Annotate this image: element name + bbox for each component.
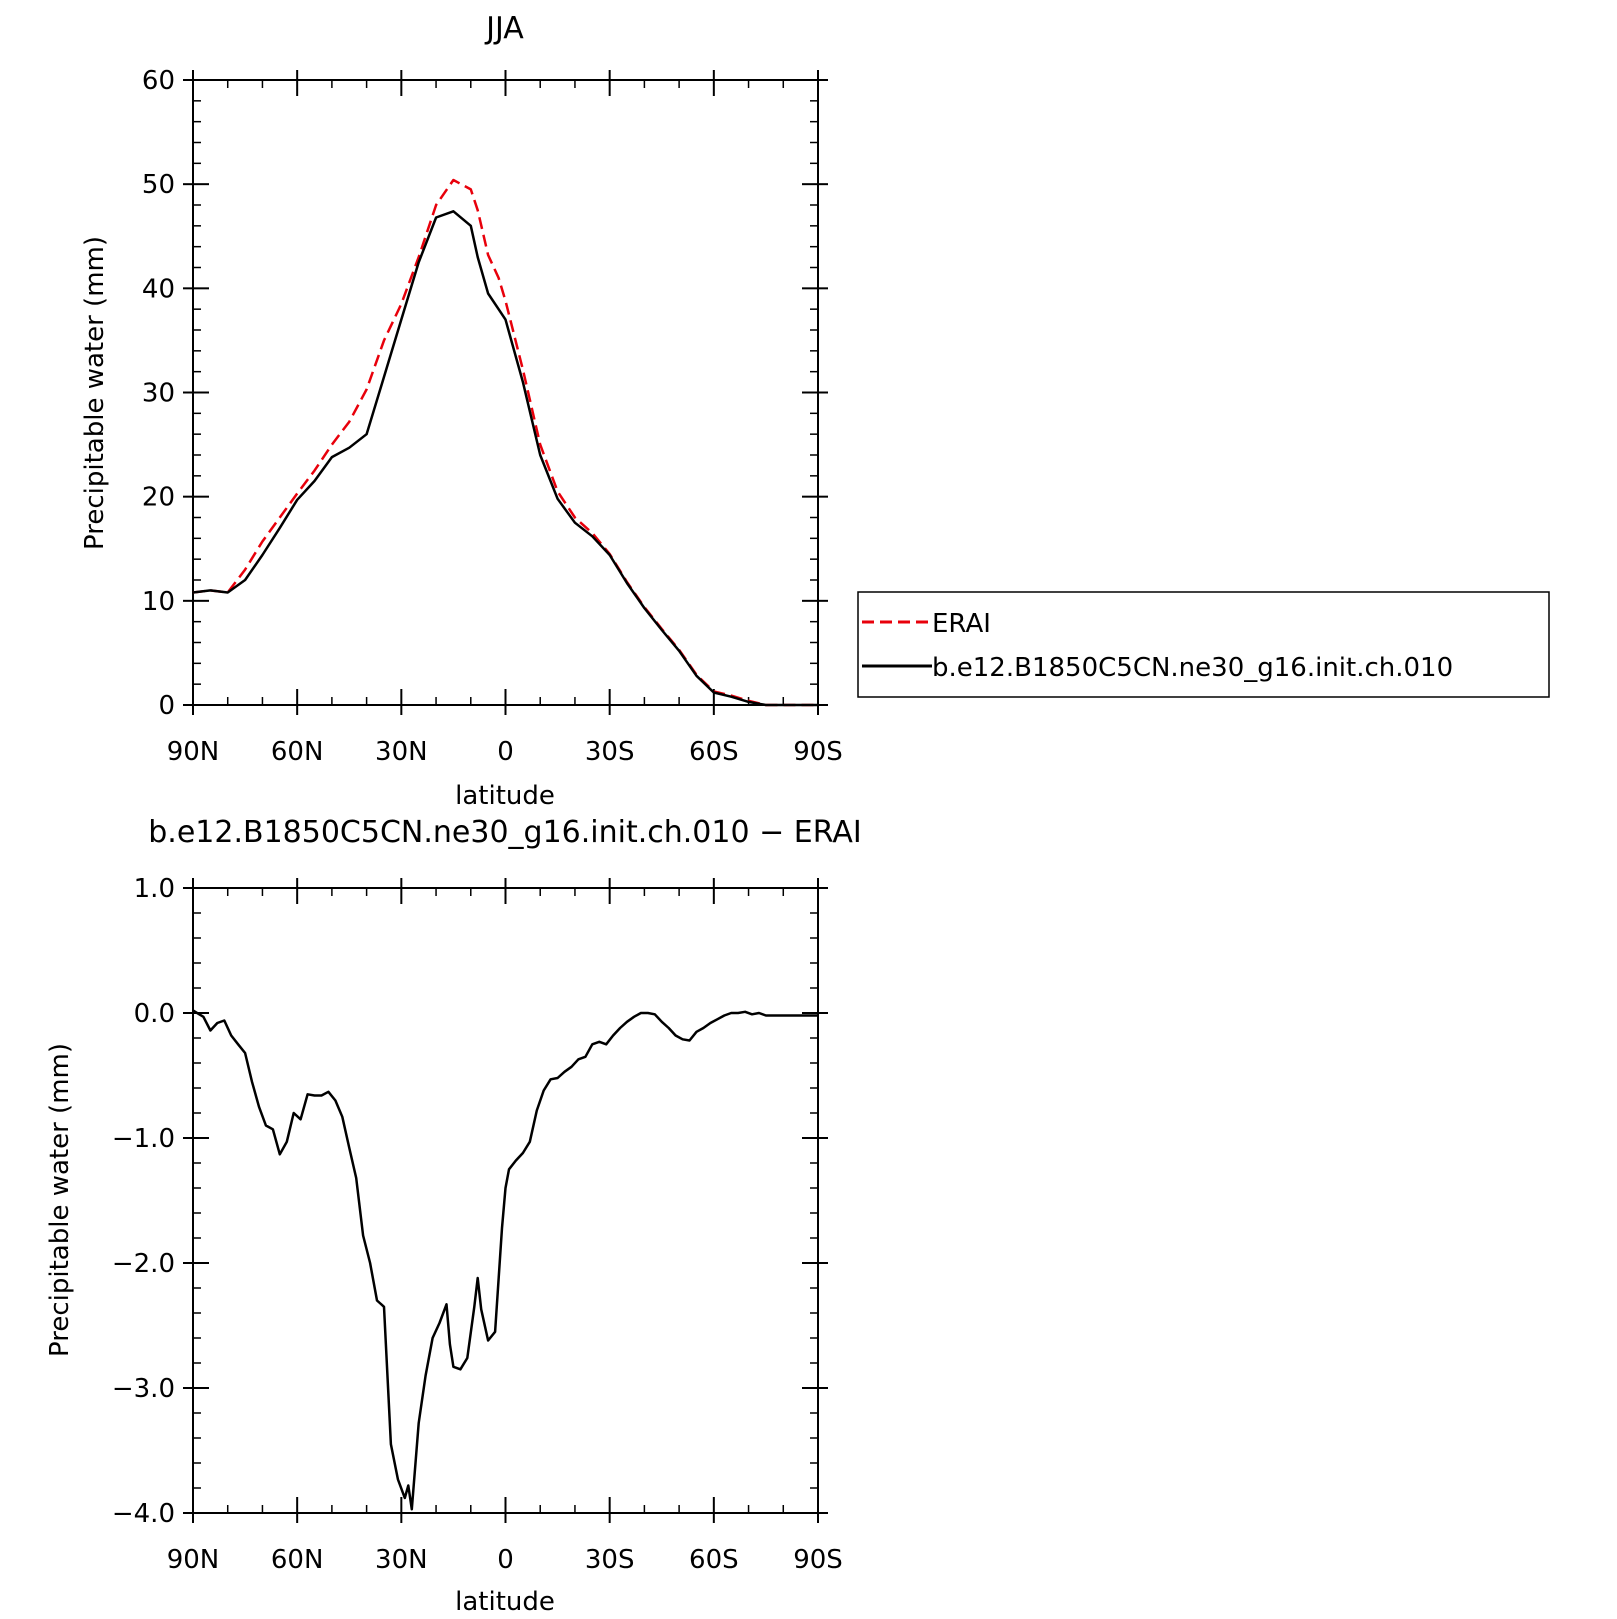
x-tick-label: 90N <box>167 737 220 767</box>
y-tick-label: 10 <box>142 587 175 617</box>
x-tick-label: 0 <box>497 1545 514 1575</box>
top-plot-frame <box>192 79 819 706</box>
bottom-chart-panel: b.e12.B1850C5CN.ne30_g16.init.ch.010 − E… <box>45 815 862 1617</box>
bottom-chart-title: b.e12.B1850C5CN.ne30_g16.init.ch.010 − E… <box>148 815 861 850</box>
y-tick-label: 40 <box>142 274 175 304</box>
bottom-axis-ticks <box>183 878 828 1523</box>
y-tick-label: −2.0 <box>112 1249 175 1279</box>
x-tick-label: 60N <box>271 1545 324 1575</box>
y-tick-label: 20 <box>142 483 175 513</box>
x-tick-label: 60N <box>271 737 324 767</box>
top-chart-panel: JJA 0 10 20 30 40 50 60 90N 60N 30N 0 30S 60S 90S la… <box>80 11 1550 811</box>
bottom-x-axis-label: latitude <box>455 1587 555 1617</box>
legend-box <box>857 591 1550 698</box>
bottom-series-lines <box>192 1009 818 1511</box>
top-chart-title: JJA <box>484 11 524 46</box>
bottom-y-axis-label: Precipitable water (mm) <box>45 1043 75 1357</box>
top-series-lines <box>192 178 818 707</box>
y-tick-label: 60 <box>142 66 175 96</box>
x-tick-label: 0 <box>497 737 514 767</box>
bottom-y-tick-labels: 1.0 0.0 −1.0 −2.0 −3.0 −4.0 <box>112 874 175 1529</box>
x-tick-label: 90S <box>793 737 843 767</box>
x-tick-label: 60S <box>689 1545 739 1575</box>
top-x-tick-labels: 90N 60N 30N 0 30S 60S 90S <box>167 737 843 767</box>
y-tick-label: −1.0 <box>112 1124 175 1154</box>
y-tick-label: 30 <box>142 379 175 409</box>
x-tick-label: 30N <box>375 1545 428 1575</box>
top-y-axis-label: Precipitable water (mm) <box>80 236 110 550</box>
legend-label-erai: ERAI <box>932 609 991 639</box>
y-tick-label: 0 <box>158 691 175 721</box>
x-tick-label: 90N <box>167 1545 220 1575</box>
x-tick-label: 30N <box>375 737 428 767</box>
top-y-tick-labels: 0 10 20 30 40 50 60 <box>142 66 175 721</box>
series-line-model <box>192 210 818 707</box>
legend: ERAI b.e12.B1850C5CN.ne30_g16.init.ch.01… <box>857 591 1550 698</box>
y-tick-label: 50 <box>142 170 175 200</box>
x-tick-label: 60S <box>689 737 739 767</box>
x-tick-label: 90S <box>793 1545 843 1575</box>
bottom-x-tick-labels: 90N 60N 30N 0 30S 60S 90S <box>167 1545 843 1575</box>
y-tick-label: −4.0 <box>112 1499 175 1529</box>
difference-line <box>192 1009 818 1511</box>
x-tick-label: 30S <box>585 1545 635 1575</box>
x-tick-label: 30S <box>585 737 635 767</box>
series-line-erai <box>192 178 818 707</box>
y-tick-label: −3.0 <box>112 1374 175 1404</box>
top-x-axis-label: latitude <box>455 781 555 811</box>
y-tick-label: 0.0 <box>134 999 175 1029</box>
legend-label-model: b.e12.B1850C5CN.ne30_g16.init.ch.010 <box>932 653 1453 683</box>
y-tick-label: 1.0 <box>134 874 175 904</box>
top-axis-ticks <box>183 70 828 715</box>
